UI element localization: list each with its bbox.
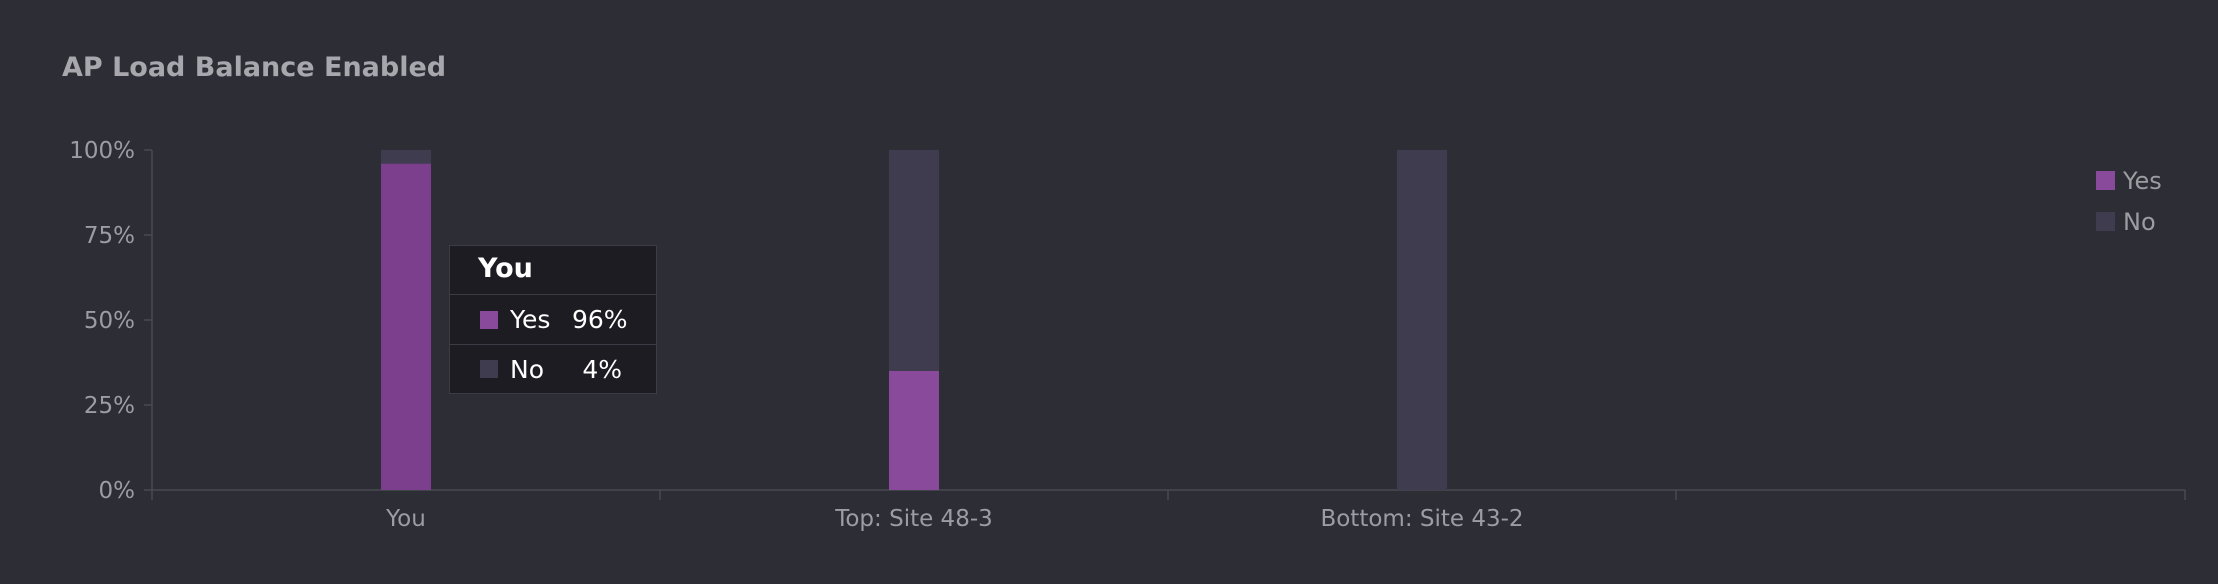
tooltip-value: 96% <box>572 305 628 334</box>
y-tick-label: 75% <box>84 223 135 249</box>
legend-label: No <box>2123 207 2156 236</box>
y-tick-label: 25% <box>84 393 135 419</box>
y-tick-label: 100% <box>69 138 135 164</box>
legend-swatch-yes <box>2096 171 2115 190</box>
tooltip-title: You <box>450 246 656 295</box>
y-tick-label: 0% <box>99 478 136 504</box>
tooltip-swatch-no <box>480 360 498 378</box>
bar-no-2 <box>1397 150 1447 490</box>
tooltip-label: Yes <box>510 305 551 334</box>
x-tick-label: You <box>385 506 426 532</box>
chart-legend: Yes No <box>2096 160 2162 242</box>
legend-item-no[interactable]: No <box>2096 201 2162 242</box>
bar-yes-1 <box>889 371 939 490</box>
tooltip-row-yes: Yes 96% <box>450 295 656 344</box>
x-tick-label: Bottom: Site 43-2 <box>1320 506 1523 532</box>
bar-yes-0 <box>381 163 431 490</box>
tooltip-swatch-yes <box>480 310 498 329</box>
chart-title: AP Load Balance Enabled <box>62 52 447 83</box>
legend-swatch-no <box>2096 212 2115 231</box>
chart-tooltip: You Yes 96% No 4% <box>449 245 657 394</box>
bar-no-1 <box>889 150 939 371</box>
tooltip-value: 4% <box>582 354 622 384</box>
legend-item-yes[interactable]: Yes <box>2096 160 2162 201</box>
legend-label: Yes <box>2123 166 2162 195</box>
bar-no-0 <box>381 150 431 164</box>
y-tick-label: 50% <box>84 308 135 334</box>
x-tick-label: Top: Site 48-3 <box>834 506 993 532</box>
tooltip-label: No <box>510 354 544 384</box>
tooltip-row-no: No 4% <box>450 344 656 393</box>
